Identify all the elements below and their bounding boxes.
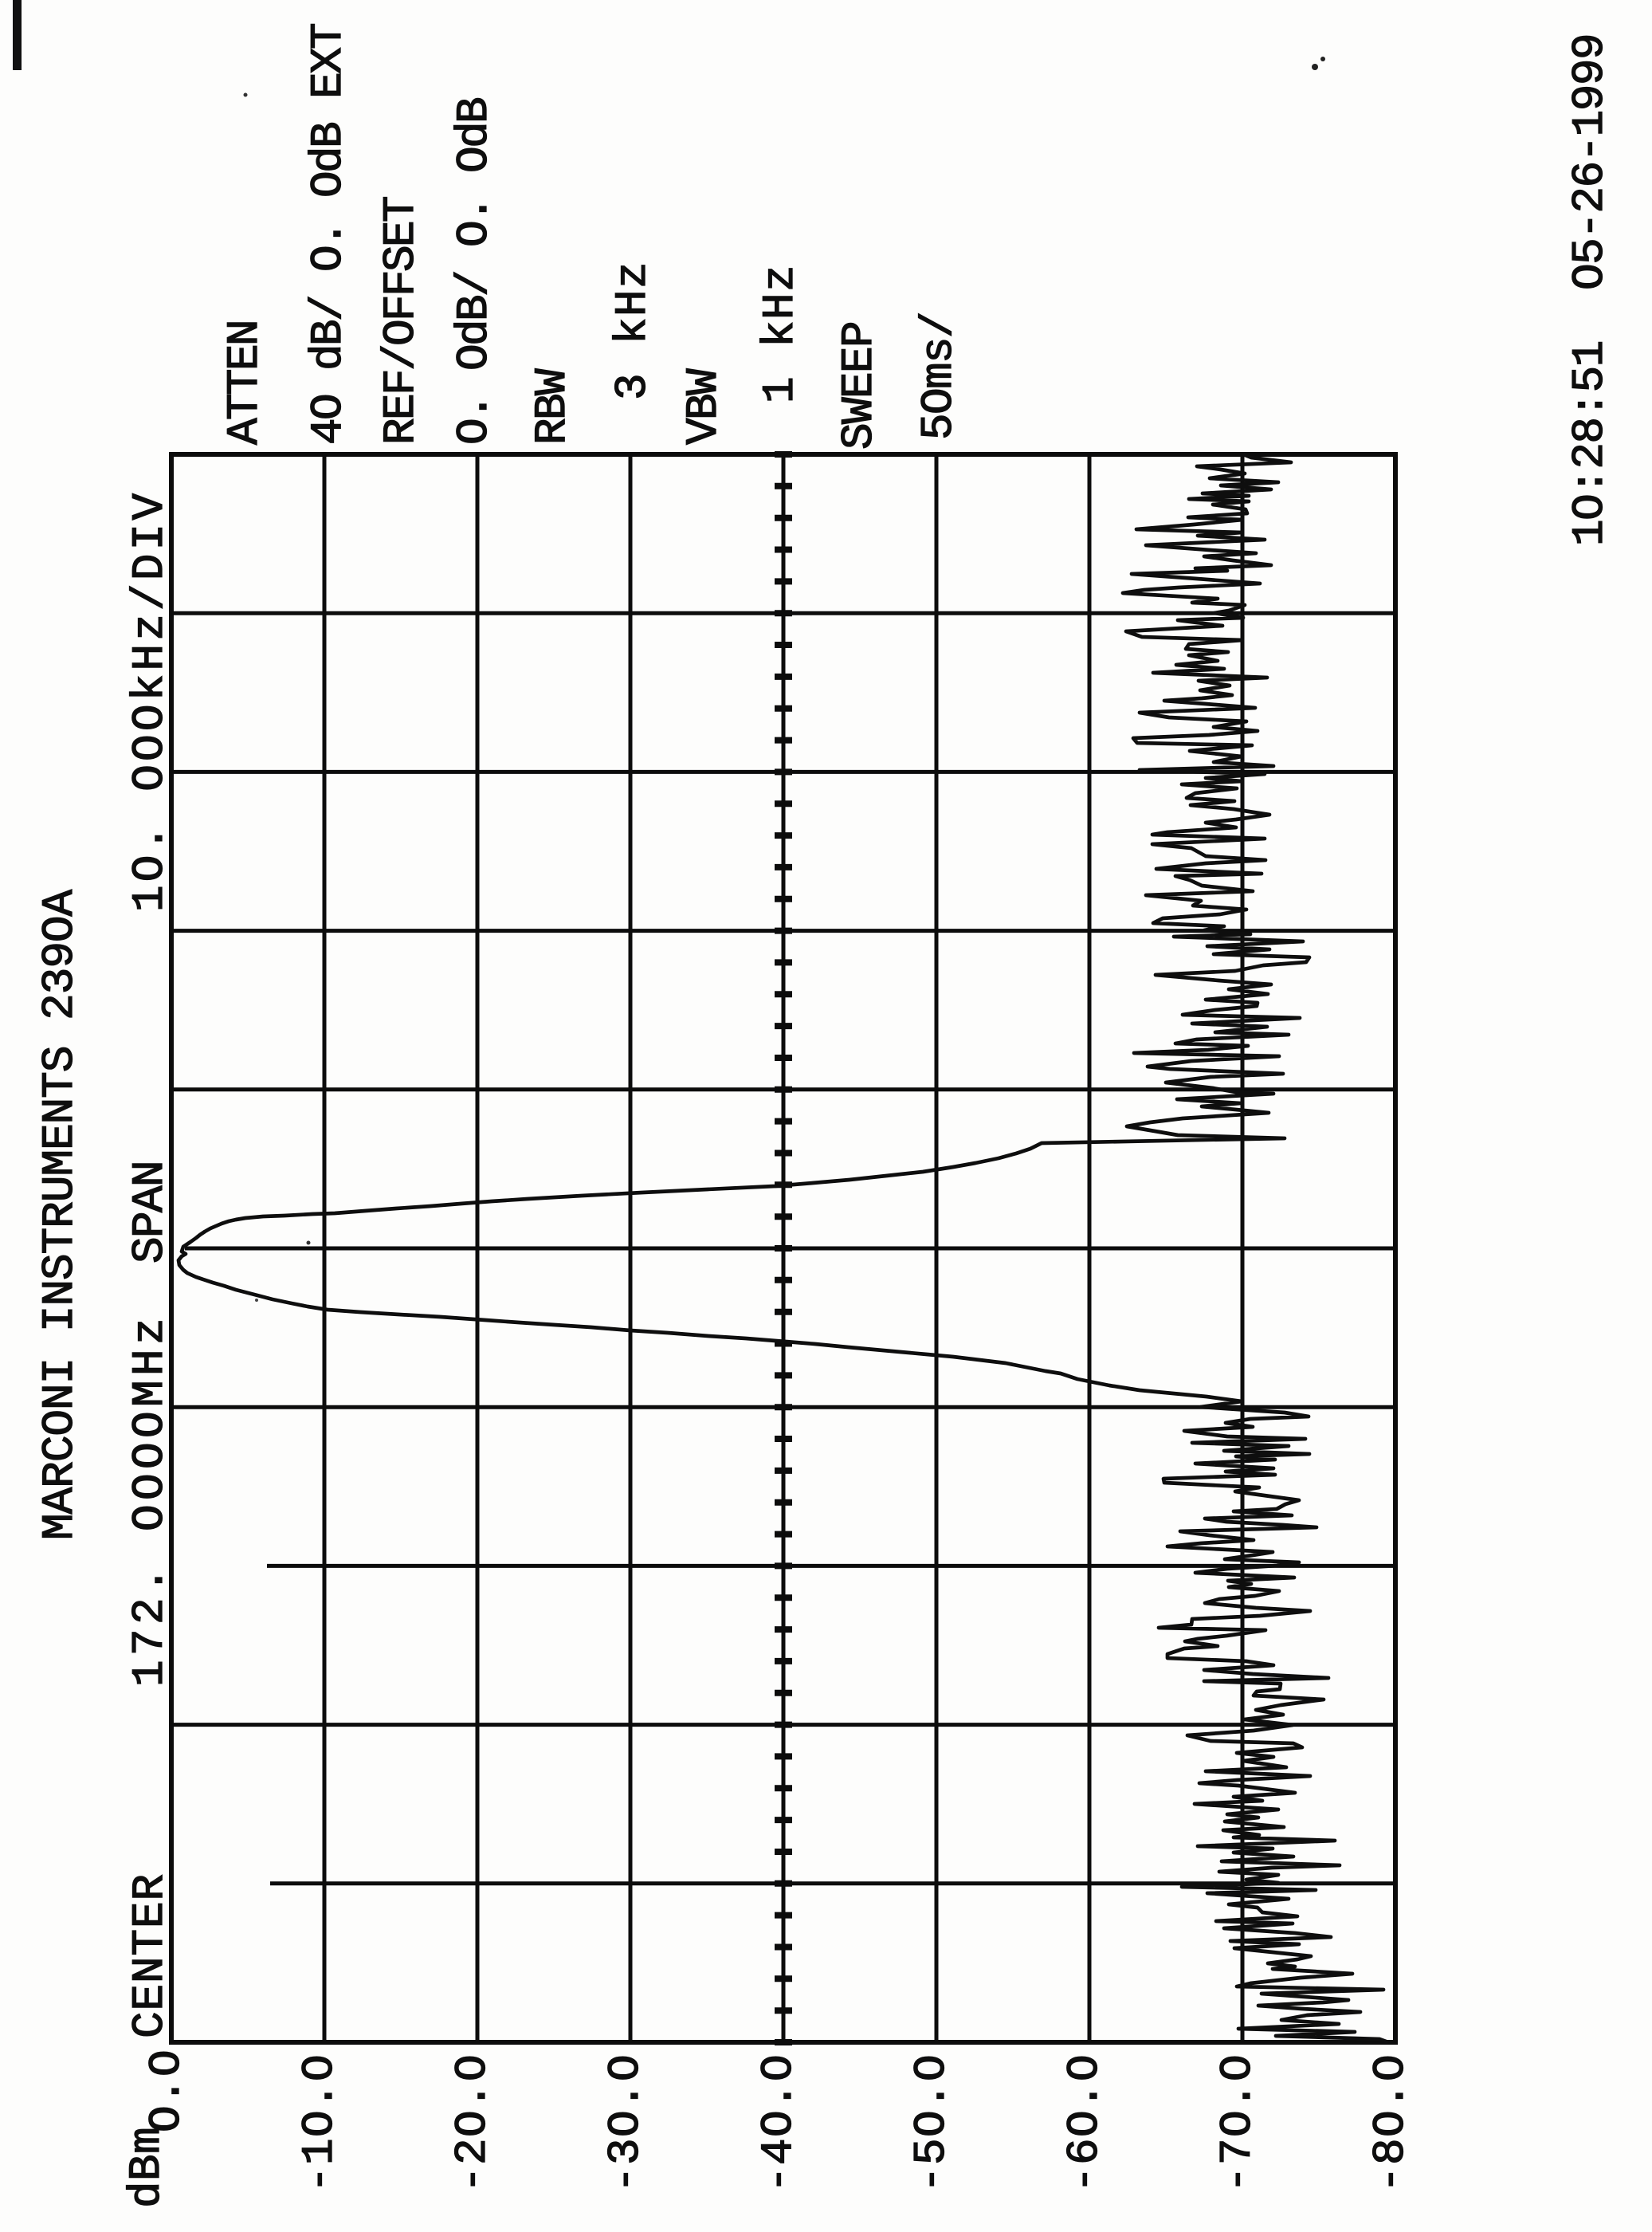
svg-text:MARCONI INSTRUMENTS 239OA: MARCONI INSTRUMENTS 239OA: [34, 889, 85, 1540]
svg-text:SWEEP: SWEEP: [834, 322, 885, 450]
svg-text:-3O.O: -3O.O: [600, 2053, 651, 2193]
svg-text:O.O: O.O: [141, 2049, 192, 2132]
svg-text:-1O.O: -1O.O: [294, 2053, 345, 2193]
svg-text:172. OOOOMHz: 172. OOOOMHz: [124, 1314, 175, 1687]
svg-text:REF/OFFSET: REF/OFFSET: [375, 197, 426, 445]
svg-text:-8O.O: -8O.O: [1365, 2053, 1416, 2193]
svg-text:O. OdB/ O. OdB: O. OdB/ O. OdB: [449, 98, 500, 445]
svg-text:dBm: dBm: [121, 2127, 172, 2208]
svg-text:SPAN: SPAN: [124, 1161, 175, 1263]
svg-text:3 kHz: 3 kHz: [607, 261, 658, 400]
svg-text:4O dB/ O. OdB EXT: 4O dB/ O. OdB EXT: [303, 24, 354, 445]
svg-text:1O:28:51 O5-26-1999: 1O:28:51 O5-26-1999: [1564, 34, 1615, 546]
svg-text:-4O.O: -4O.O: [753, 2053, 804, 2193]
svg-text:-5O.O: -5O.O: [906, 2053, 957, 2193]
svg-text:1 kHz: 1 kHz: [755, 264, 806, 403]
svg-text:1O. OOOkHz/DIV: 1O. OOOkHz/DIV: [124, 490, 175, 912]
svg-text:ATTEN: ATTEN: [219, 321, 270, 445]
svg-text:RBW: RBW: [527, 368, 578, 445]
svg-text:CENTER: CENTER: [124, 1873, 175, 2038]
svg-text:-7O.O: -7O.O: [1212, 2053, 1263, 2193]
svg-text:-2O.O: -2O.O: [447, 2053, 498, 2193]
svg-text:-6O.O: -6O.O: [1059, 2053, 1110, 2193]
svg-text:5Oms/: 5Oms/: [913, 312, 964, 440]
svg-text:VBW: VBW: [678, 368, 729, 445]
